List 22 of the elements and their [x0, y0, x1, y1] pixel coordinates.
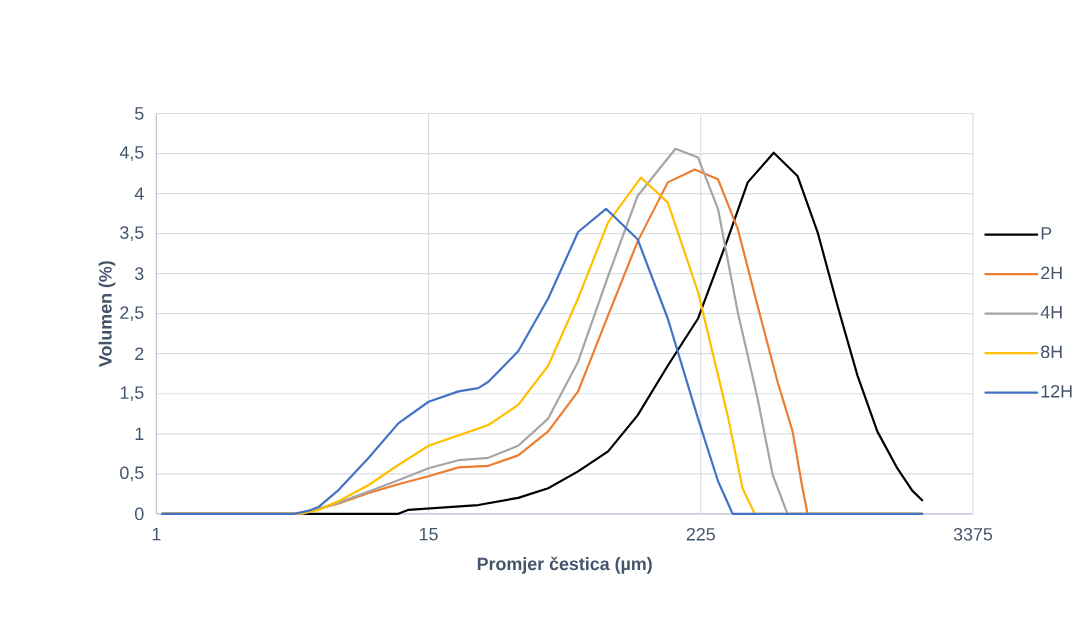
x-tick-label: 1 [152, 527, 161, 541]
y-tick-label: 3,5 [120, 226, 144, 241]
y-tick-label: 2,5 [120, 306, 144, 321]
y-tick-label: 4 [134, 187, 144, 200]
x-tick-label: 225 [686, 527, 715, 541]
y-tick-label: 5 [135, 107, 144, 120]
legend-label: 4H [1040, 305, 1062, 319]
y-tick-label: 3 [134, 267, 144, 280]
legend-label: 12H [1041, 384, 1072, 398]
x-tick-label: 15 [419, 527, 438, 541]
x-axis-title: Promjer čestica (µm) [477, 556, 652, 574]
legend-label: 2H [1041, 266, 1062, 279]
legend-label: 8H [1041, 345, 1062, 358]
x-tick-label: 3375 [953, 527, 993, 541]
y-axis-title: Volumen (%) [98, 261, 116, 367]
y-tick-label: 2 [135, 347, 144, 360]
y-tick-label: 1 [135, 427, 144, 440]
y-tick-label: 1,5 [120, 386, 144, 401]
y-tick-label: 0,5 [120, 466, 144, 482]
legend-label: P [1041, 227, 1052, 240]
y-tick-label: 4,5 [119, 146, 144, 161]
y-tick-label: 0 [135, 507, 144, 520]
